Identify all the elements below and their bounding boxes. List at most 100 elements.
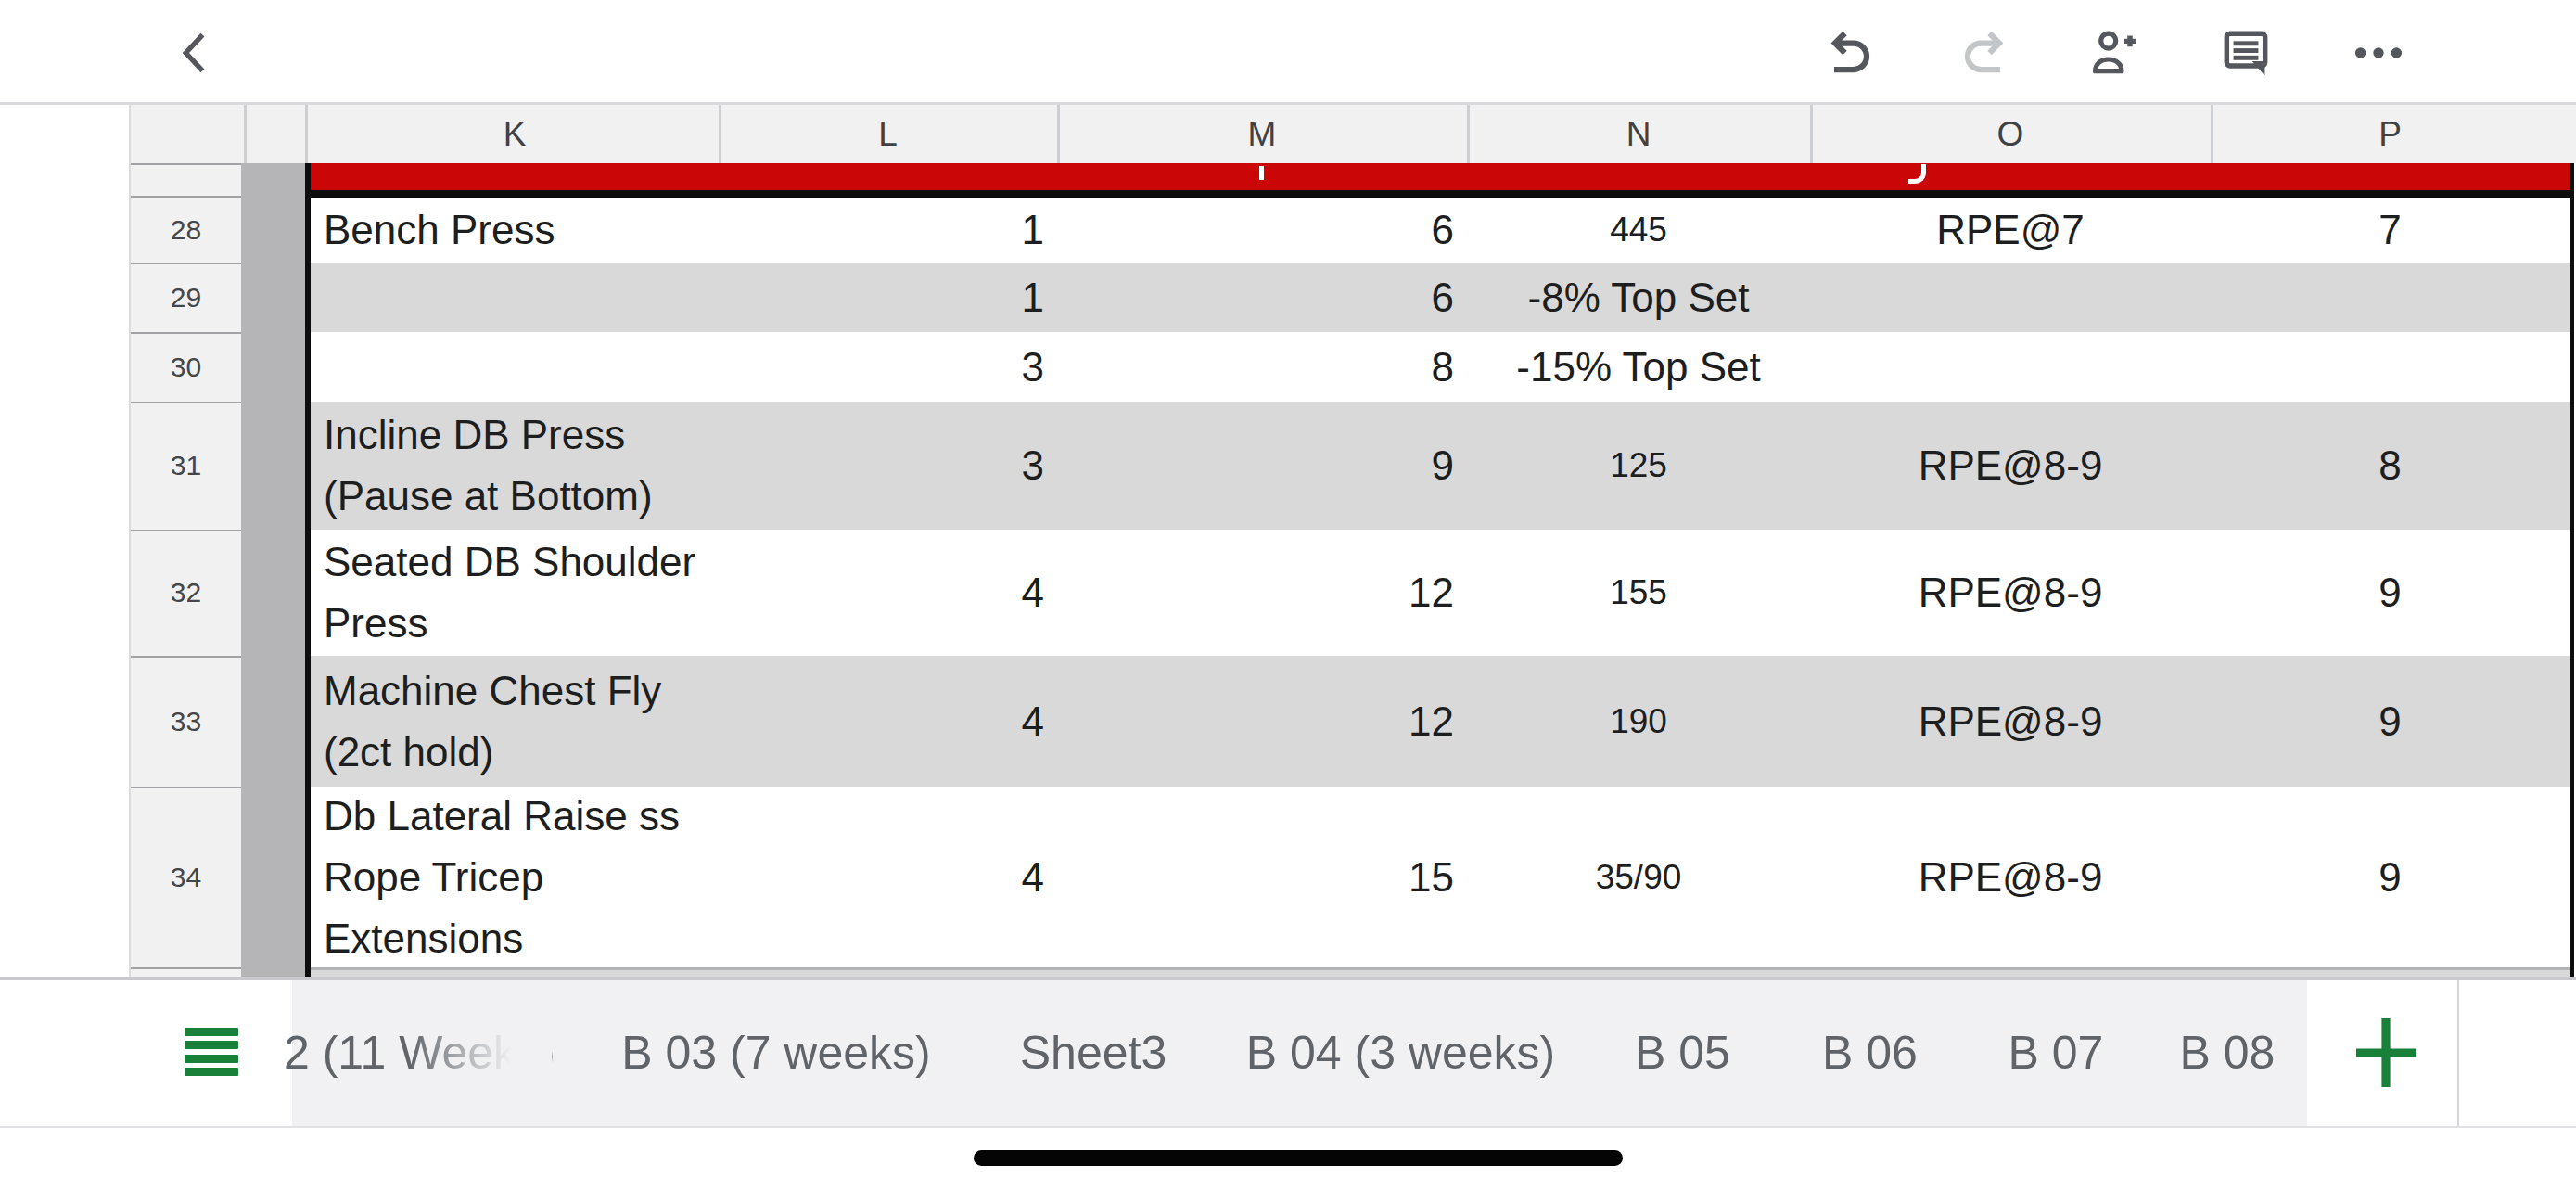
cell-N28[interactable]: 445 <box>1467 198 1810 263</box>
cell-N33[interactable]: 190 <box>1467 656 1810 787</box>
cell-P30[interactable] <box>2211 332 2570 402</box>
sheet-tab-b-06[interactable]: B 06 <box>1776 980 1964 1126</box>
cell-K28[interactable]: Bench Press <box>311 198 719 263</box>
collapsed-column-strip[interactable] <box>241 163 305 977</box>
cell-O30[interactable] <box>1810 332 2211 402</box>
cell-L31[interactable]: 3 <box>719 402 1057 530</box>
banner-black-border <box>305 190 2574 198</box>
cell-P28[interactable]: 7 <box>2211 198 2570 263</box>
cell-P33[interactable]: 9 <box>2211 656 2570 787</box>
cell-P29[interactable] <box>2211 263 2570 332</box>
person-add-icon <box>2087 24 2145 82</box>
plus-icon <box>2353 1011 2419 1095</box>
cell-K34[interactable]: Db Lateral Raise ssRope TricepExtensions <box>311 787 719 967</box>
cell-text-line: Rope Tricep <box>324 847 543 908</box>
cell-O31[interactable]: RPE@8-9 <box>1810 402 2211 530</box>
table-right-border <box>2570 163 2574 977</box>
cell-M29[interactable]: 6 <box>1057 263 1467 332</box>
column-header-o[interactable]: O <box>1810 105 2211 163</box>
cell-O29[interactable] <box>1810 263 2211 332</box>
red-banner-row[interactable] <box>311 163 2570 190</box>
table-left-border <box>305 163 311 977</box>
cell-text-line: (2ct hold) <box>324 722 493 783</box>
column-header-m[interactable]: M <box>1057 105 1467 163</box>
row-number-34[interactable]: 34 <box>131 787 241 967</box>
undo-button[interactable] <box>1813 16 1887 90</box>
cell-M30[interactable]: 8 <box>1057 332 1467 402</box>
cell-text-line: Machine Chest Fly <box>324 660 661 722</box>
redo-button[interactable] <box>1947 16 2021 90</box>
cell-L34[interactable]: 4 <box>719 787 1057 967</box>
tab-label: Sheet3 <box>1020 1026 1167 1080</box>
header-separator <box>305 105 308 163</box>
tab-label: B 04 (3 weeks) <box>1246 1026 1555 1080</box>
row-number-31[interactable]: 31 <box>131 402 241 530</box>
column-header-l[interactable]: L <box>719 105 1057 163</box>
tab-label: B 06 <box>1822 1026 1918 1080</box>
sheet-tab-2-11-weeks[interactable]: 2 (11 Weeks) <box>292 980 578 1126</box>
row-number-33[interactable]: 33 <box>131 656 241 787</box>
row-number-29[interactable]: 29 <box>131 263 241 332</box>
header-separator <box>244 105 247 163</box>
cell-O28[interactable]: RPE@7 <box>1810 198 2211 263</box>
sheet-tab-b-08[interactable]: B 08 <box>2148 980 2307 1126</box>
sheet-tab-b-04-3-weeks[interactable]: B 04 (3 weeks) <box>1212 980 1589 1126</box>
cell-N31[interactable]: 125 <box>1467 402 1810 530</box>
cell-K31[interactable]: Incline DB Press(Pause at Bottom) <box>311 402 719 530</box>
cell-P31[interactable]: 8 <box>2211 402 2570 530</box>
column-header-n[interactable]: N <box>1467 105 1810 163</box>
cell-text-line: Bench Press <box>324 199 555 261</box>
add-sheet-button[interactable] <box>2346 1011 2426 1095</box>
row-number-28[interactable]: 28 <box>131 198 241 263</box>
overflow-menu-button[interactable] <box>2341 16 2416 90</box>
all-sheets-menu-button[interactable] <box>185 1028 238 1076</box>
cell-K32[interactable]: Seated DB ShoulderPress <box>311 530 719 656</box>
sheet-row-28: Bench Press 16445RPE@77 <box>311 198 2570 263</box>
cell-text-line: Extensions <box>324 908 523 968</box>
cell-N32[interactable]: 155 <box>1467 530 1810 656</box>
sheet-tab-b-05[interactable]: B 05 <box>1589 980 1776 1126</box>
sheet-row-32: Seated DB ShoulderPress412155RPE@8-99 <box>311 530 2570 656</box>
back-button[interactable] <box>159 16 234 90</box>
cell-O34[interactable]: RPE@8-9 <box>1810 787 2211 967</box>
sheet-row-31: Incline DB Press(Pause at Bottom)39125RP… <box>311 402 2570 530</box>
cell-L33[interactable]: 4 <box>719 656 1057 787</box>
cell-text-line: Press <box>324 593 427 654</box>
cell-N30[interactable]: -15% Top Set <box>1467 332 1810 402</box>
sheet-tab-sheet3[interactable]: Sheet3 <box>975 980 1212 1126</box>
cell-M34[interactable]: 15 <box>1057 787 1467 967</box>
cell-O33[interactable]: RPE@8-9 <box>1810 656 2211 787</box>
sheet-tab-b-03-7-weeks[interactable]: B 03 (7 weeks) <box>578 980 975 1126</box>
cell-M32[interactable]: 12 <box>1057 530 1467 656</box>
cell-L32[interactable]: 4 <box>719 530 1057 656</box>
cell-N34[interactable]: 35/90 <box>1467 787 1810 967</box>
three-dot-menu-icon <box>2350 24 2407 82</box>
cell-K29[interactable] <box>311 263 719 332</box>
row-number-32[interactable]: 32 <box>131 530 241 656</box>
cell-N29[interactable]: -8% Top Set <box>1467 263 1810 332</box>
column-header-k[interactable]: K <box>311 105 719 163</box>
comments-button[interactable] <box>2209 16 2283 90</box>
cell-text-line: Seated DB Shoulder <box>324 531 695 593</box>
tabbar-bottom-divider <box>0 1126 2576 1128</box>
row-number-30[interactable]: 30 <box>131 332 241 402</box>
clipped-next-row <box>311 970 2570 977</box>
column-header-p[interactable]: P <box>2211 105 2570 163</box>
sheet-tab-b-07[interactable]: B 07 <box>1964 980 2148 1126</box>
cell-M28[interactable]: 6 <box>1057 198 1467 263</box>
home-indicator[interactable] <box>974 1150 1623 1166</box>
cell-L30[interactable]: 3 <box>719 332 1057 402</box>
tab-label: B 07 <box>2009 1026 2104 1080</box>
share-button[interactable] <box>2079 16 2153 90</box>
cell-L29[interactable]: 1 <box>719 263 1057 332</box>
cell-P32[interactable]: 9 <box>2211 530 2570 656</box>
cell-L28[interactable]: 1 <box>719 198 1057 263</box>
menu-bar-icon <box>185 1068 238 1076</box>
cell-P34[interactable]: 9 <box>2211 787 2570 967</box>
cell-M33[interactable]: 12 <box>1057 656 1467 787</box>
cell-K33[interactable]: Machine Chest Fly(2ct hold) <box>311 656 719 787</box>
cell-O32[interactable]: RPE@8-9 <box>1810 530 2211 656</box>
cell-M31[interactable]: 9 <box>1057 402 1467 530</box>
cell-K30[interactable] <box>311 332 719 402</box>
undo-icon <box>1822 25 1878 81</box>
